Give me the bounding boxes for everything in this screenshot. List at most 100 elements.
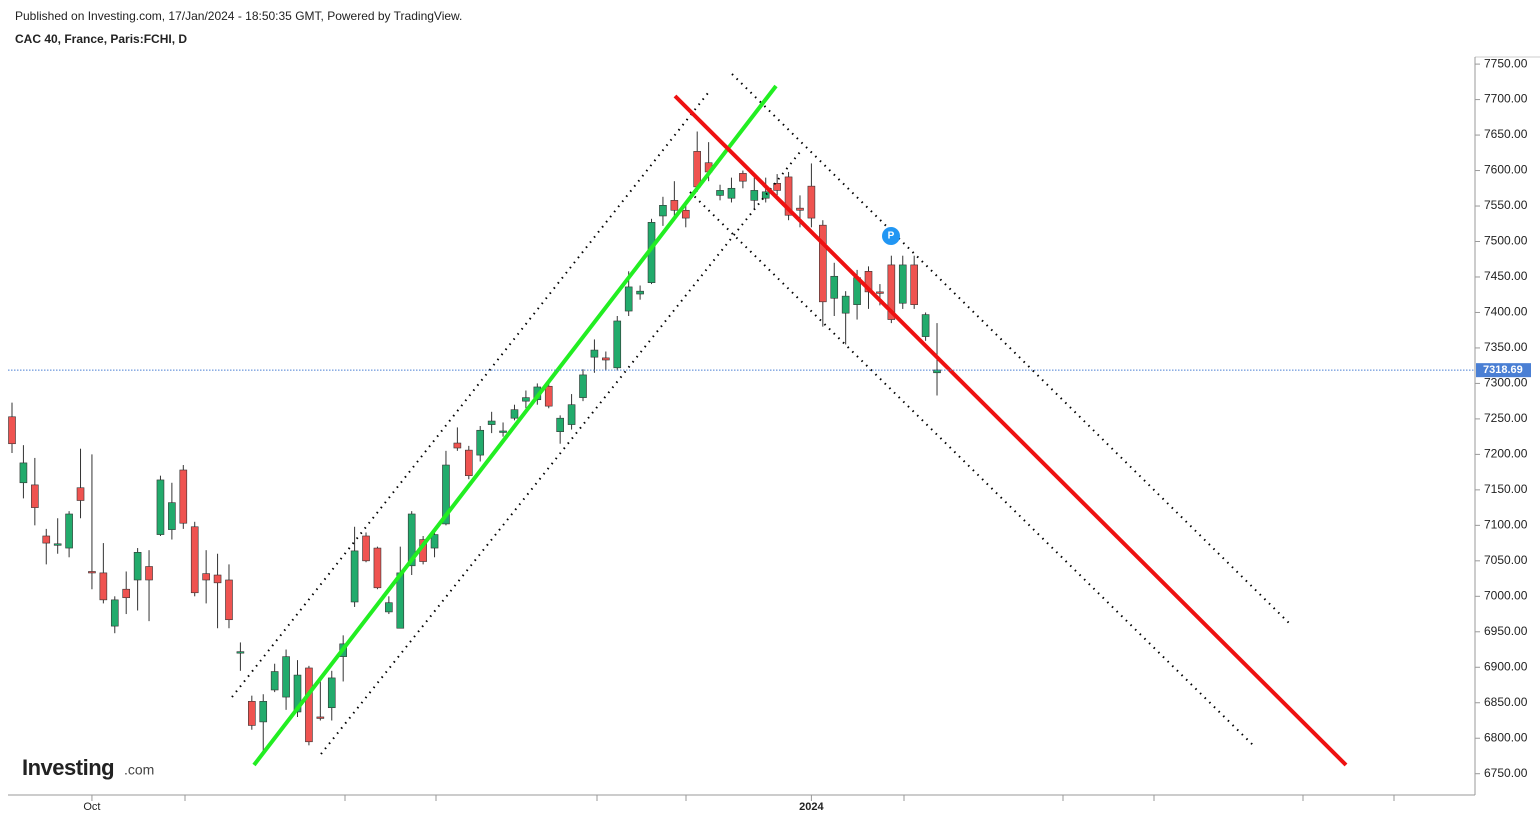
candle-body (716, 190, 724, 196)
candle-body (385, 602, 393, 613)
candle-body (773, 183, 781, 191)
candle-body (53, 543, 62, 546)
candle-body (190, 526, 199, 594)
candle-body (681, 209, 690, 219)
candle-body (430, 534, 439, 549)
downtrend-line (673, 94, 1348, 767)
channel-upper (231, 92, 709, 698)
candle-body (933, 369, 941, 374)
y-tick-label: 7250.00 (1484, 411, 1528, 425)
candle-body (739, 173, 747, 182)
candle-body (727, 187, 736, 199)
candle-body (316, 716, 325, 719)
chart-title: CAC 40, France, Paris:FCHI, D (15, 32, 187, 46)
channel-upper (731, 73, 1290, 624)
y-tick-label: 7450.00 (1484, 269, 1528, 283)
candle-body (362, 535, 370, 562)
candle-body (168, 502, 176, 530)
candle-body (350, 550, 359, 603)
y-tick-label: 7550.00 (1484, 198, 1528, 212)
logo-brand: Investing (22, 755, 114, 780)
candle-body (590, 349, 599, 358)
time-ticks (184, 795, 1395, 801)
candle-body (887, 264, 896, 320)
candle-body (270, 671, 279, 691)
y-tick-label: 7750.00 (1484, 56, 1528, 70)
y-tick-label: 6850.00 (1484, 695, 1528, 709)
candle-body (202, 573, 210, 581)
candle-body (213, 574, 222, 584)
y-tick-label: 6900.00 (1484, 659, 1528, 673)
candle-body (670, 200, 679, 211)
annotation-badge (882, 227, 900, 245)
candle-body (293, 674, 302, 713)
published-note: Published on Investing.com, 17/Jan/2024 … (15, 9, 462, 23)
candle-body (693, 151, 702, 188)
y-tick-label: 6800.00 (1484, 730, 1528, 744)
channel-lower (320, 151, 801, 755)
y-tick-label: 7500.00 (1484, 234, 1528, 248)
candle-body (761, 191, 770, 199)
candle-body (898, 264, 907, 304)
y-tick-label: 7000.00 (1484, 588, 1528, 602)
candle-body (145, 566, 153, 581)
candle-body (99, 572, 108, 601)
candle-body (442, 464, 450, 525)
y-tick-label: 7150.00 (1484, 482, 1528, 496)
candle-body (522, 397, 530, 402)
candle-body (8, 416, 16, 445)
candle-body (65, 513, 73, 549)
last-price-label: 7318.69 (1483, 364, 1523, 376)
candle-body (659, 205, 667, 217)
trend-drawings (231, 73, 1348, 767)
candle-body (248, 701, 256, 726)
candle-body (487, 420, 496, 425)
candle-body (750, 190, 759, 201)
candle-body (819, 224, 827, 303)
y-tick-label: 7600.00 (1484, 163, 1528, 177)
last-price-box (1476, 363, 1531, 378)
candle-body (156, 479, 165, 535)
candle-body (305, 667, 313, 743)
candle-body (42, 535, 51, 544)
y-tick-label: 7200.00 (1484, 447, 1528, 461)
candle-body (407, 513, 416, 567)
candle-body (921, 314, 930, 337)
candle-body (453, 442, 462, 449)
uptrend-line (252, 84, 778, 767)
candle-body (830, 275, 839, 299)
candle-body (236, 651, 245, 654)
y-tick-label: 7700.00 (1484, 92, 1528, 106)
candle-body (864, 271, 873, 293)
candle-body (225, 579, 233, 621)
candle-body (259, 701, 268, 723)
candle-body (544, 385, 553, 407)
candle-body (122, 588, 130, 599)
candle-body (876, 291, 884, 294)
candle-body (499, 430, 507, 433)
candle-body (784, 176, 793, 216)
candle-body (88, 571, 96, 574)
candle-body (327, 677, 336, 709)
y-tick-label: 7350.00 (1484, 340, 1528, 354)
candle-body (373, 547, 382, 589)
candle-body (613, 320, 622, 369)
y-tick-label: 6750.00 (1484, 766, 1528, 780)
y-tick-label: 7100.00 (1484, 518, 1528, 532)
candle-body (579, 374, 587, 398)
candle-body (31, 484, 39, 508)
candle-body (282, 656, 290, 698)
logo-suffix: .com (124, 762, 154, 778)
candle-body (841, 295, 850, 314)
x-tick-label: Oct (83, 801, 100, 813)
candle-body (133, 552, 142, 581)
candle-body (910, 264, 918, 305)
candle-body (624, 286, 633, 312)
candle-body (476, 429, 485, 456)
candle-body (76, 487, 85, 501)
y-tick-label: 7050.00 (1484, 553, 1528, 567)
candle-body (110, 599, 119, 627)
candle-body (464, 449, 473, 476)
